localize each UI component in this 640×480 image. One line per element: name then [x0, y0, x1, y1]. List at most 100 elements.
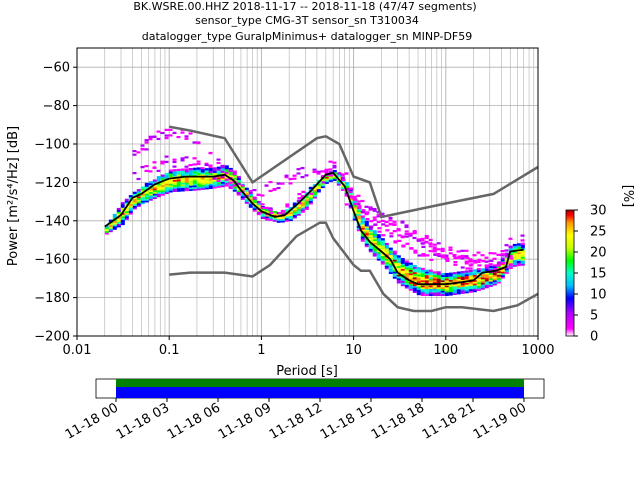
psd-cell	[384, 263, 389, 266]
psd-outlier-cell	[428, 250, 433, 253]
psd-outlier-cell	[464, 255, 469, 258]
psd-cell	[132, 196, 137, 199]
psd-outlier-cell	[465, 267, 470, 270]
psd-cell	[416, 289, 421, 292]
psd-cell	[432, 274, 437, 277]
psd-cell	[108, 230, 113, 233]
psd-cell	[204, 178, 209, 181]
psd-outlier-cell	[292, 177, 297, 180]
y-tick-label: −80	[43, 99, 70, 114]
psd-cell	[324, 178, 329, 181]
psd-cell	[320, 179, 325, 182]
psd-cell	[512, 254, 517, 257]
psd-cell	[444, 274, 449, 277]
psd-outlier-cell	[504, 244, 509, 247]
psd-cell	[440, 288, 445, 291]
psd-cell	[148, 195, 153, 198]
psd-outlier-cell	[420, 242, 425, 245]
psd-cell	[184, 189, 189, 192]
psd-cell	[408, 288, 413, 291]
psd-outlier-cell	[436, 253, 441, 256]
psd-cell	[244, 192, 249, 196]
psd-cell	[184, 176, 189, 180]
psd-outlier-cell	[428, 242, 433, 245]
psd-cell	[272, 212, 277, 215]
psd-cell	[352, 216, 357, 219]
psd-outlier-cell	[369, 220, 374, 223]
psd-cell	[356, 227, 361, 230]
psd-cell	[140, 198, 145, 201]
psd-cell	[244, 187, 249, 190]
psd-outlier-cell	[360, 199, 365, 203]
psd-outlier-cell	[196, 162, 201, 166]
psd-cell	[388, 252, 393, 255]
psd-outlier-cell	[344, 194, 349, 197]
psd-cell	[408, 271, 413, 274]
psd-outlier-cell	[396, 228, 401, 231]
psd-outlier-cell	[433, 253, 438, 256]
psd-cell	[152, 191, 157, 194]
psd-cell	[484, 280, 489, 284]
psd-cell	[320, 184, 325, 187]
psd-cell	[472, 288, 477, 291]
psd-cell	[488, 276, 493, 279]
psd-outlier-cell	[424, 236, 429, 240]
psd-outlier-cell	[432, 249, 437, 252]
psd-cell	[412, 266, 417, 269]
psd-cell	[248, 202, 253, 205]
psd-cell	[448, 274, 453, 277]
psd-outlier-cell	[441, 254, 446, 257]
psd-cell	[272, 211, 277, 214]
psd-cell	[364, 234, 369, 237]
psd-cell	[492, 278, 497, 281]
psd-cell	[132, 198, 137, 201]
psd-cell	[376, 234, 381, 237]
psd-outlier-cell	[452, 254, 457, 257]
psd-cell	[468, 290, 473, 293]
colorbar: [%] 0 5 10 15 20 25 30	[565, 185, 635, 345]
psd-cell	[516, 250, 521, 253]
psd-outlier-cell	[328, 160, 333, 163]
psd-cell	[404, 260, 409, 263]
psd-cell	[392, 264, 397, 267]
psd-cell	[172, 174, 177, 177]
psd-cell	[420, 269, 425, 272]
psd-cell	[388, 264, 393, 268]
psd-cell	[432, 273, 437, 276]
psd-cell	[268, 215, 273, 218]
psd-cell	[344, 185, 349, 188]
psd-cell	[472, 269, 477, 272]
psd-cell	[496, 279, 501, 282]
psd-cell	[400, 282, 405, 285]
psd-outlier-cell	[132, 172, 137, 175]
psd-outlier-cell	[228, 186, 233, 189]
psd-outlier-cell	[277, 212, 282, 215]
psd-cell	[420, 279, 425, 283]
psd-cell	[252, 199, 257, 202]
psd-cell	[448, 272, 453, 275]
psd-cell	[412, 268, 417, 271]
psd-cell	[496, 272, 501, 275]
psd-outlier-cell	[484, 256, 489, 259]
psd-outlier-cell	[184, 137, 189, 140]
psd-cell	[356, 213, 361, 216]
psd-cell	[288, 215, 293, 218]
psd-cell	[372, 235, 377, 238]
psd-outlier-cell	[353, 203, 358, 206]
psd-outlier-cell	[220, 164, 225, 167]
psd-cell	[200, 168, 205, 171]
psd-cell	[488, 267, 493, 270]
psd-outlier-cell	[252, 196, 257, 199]
psd-cell	[476, 276, 481, 279]
psd-cell	[444, 276, 449, 279]
psd-cell	[388, 261, 393, 264]
psd-cell	[196, 172, 201, 175]
psd-cell	[220, 181, 225, 184]
psd-cell	[368, 239, 373, 242]
psd-outlier-cell	[417, 254, 422, 257]
psd-cell	[144, 198, 149, 201]
psd-cell	[324, 179, 329, 183]
psd-cell	[372, 242, 377, 245]
psd-cell	[192, 179, 197, 182]
psd-cell	[300, 195, 305, 198]
